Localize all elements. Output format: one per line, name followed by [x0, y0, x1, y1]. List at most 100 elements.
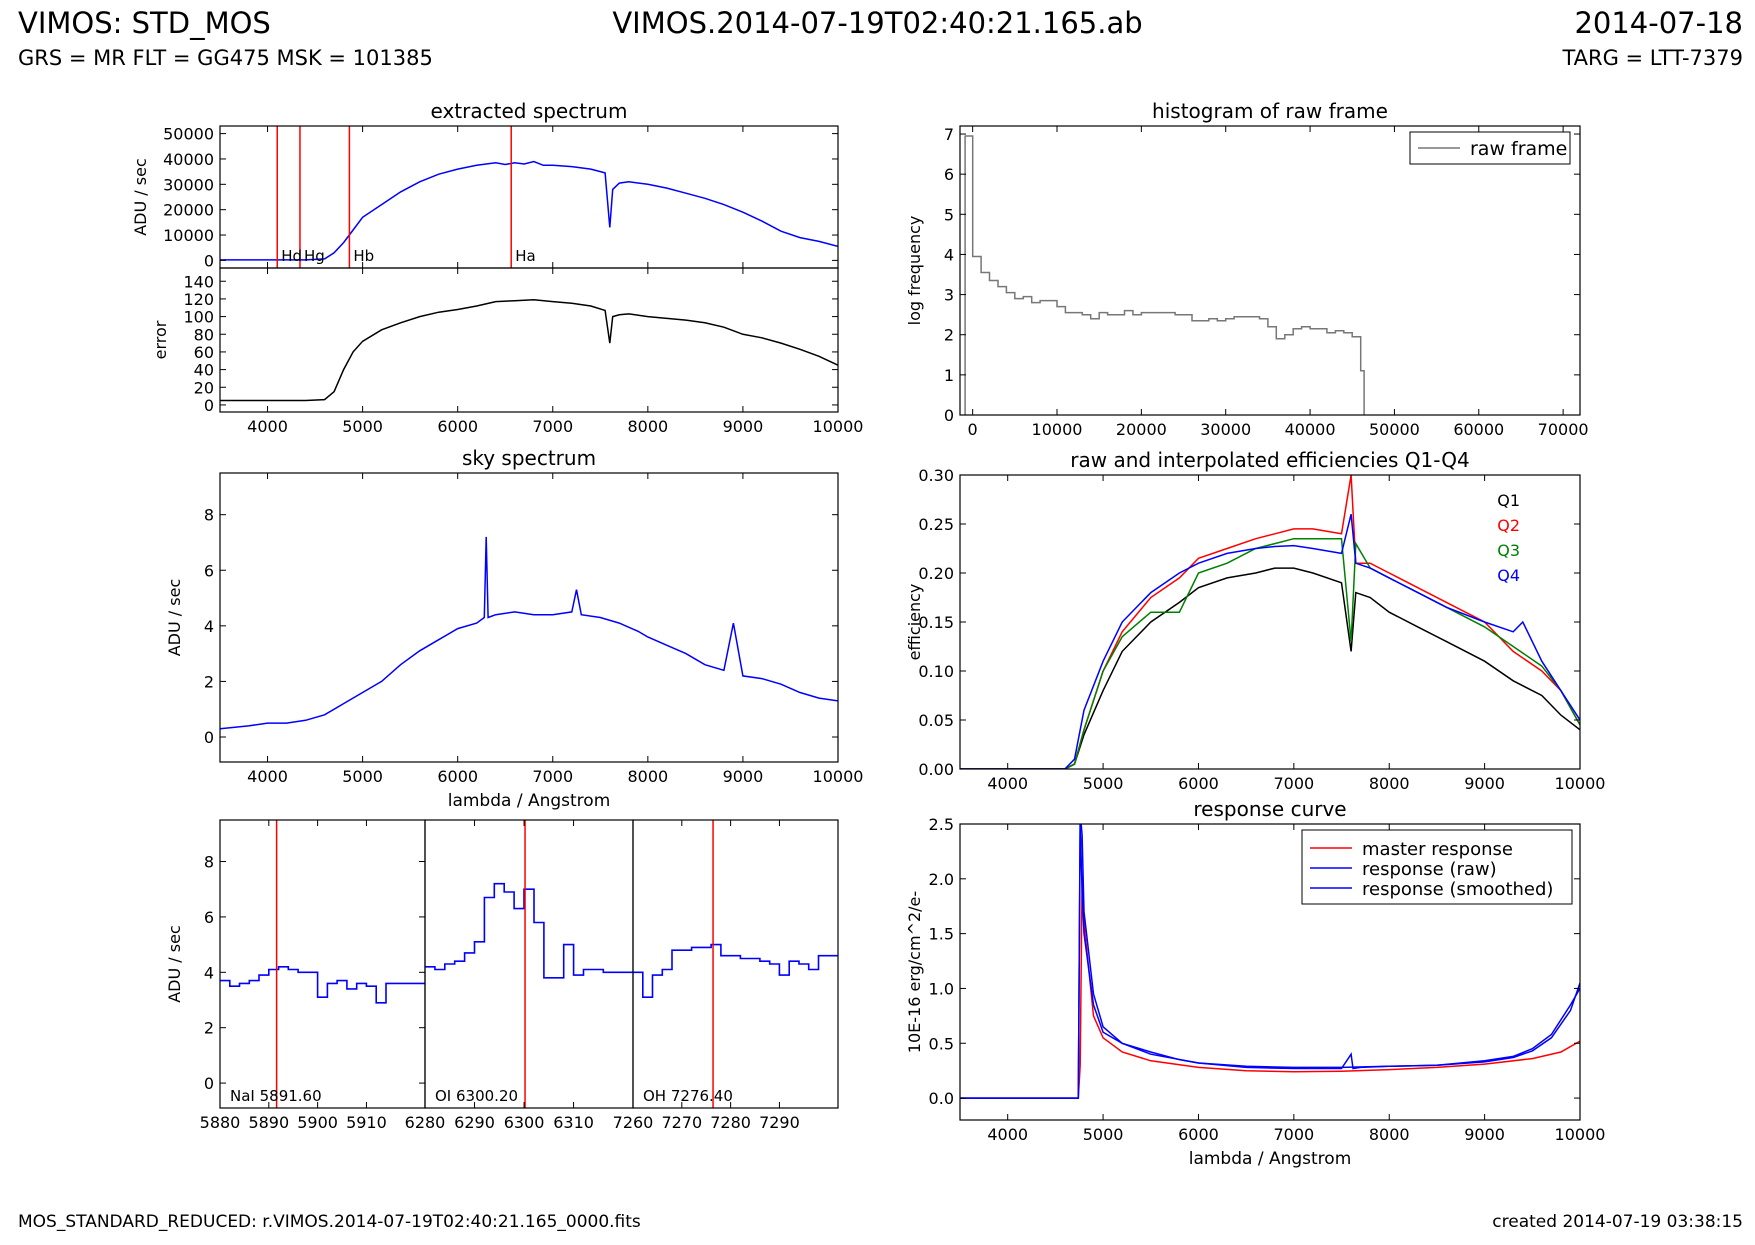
xtick-label: 6310	[553, 1113, 594, 1132]
series-line-error-0	[220, 299, 838, 402]
xtick-label: 8000	[1369, 1125, 1410, 1144]
legend-entry: Q1	[1497, 491, 1520, 510]
series-line-response-0	[960, 878, 1580, 1099]
axes-frame-histogram	[959, 125, 1581, 416]
ytick-label: 6	[204, 908, 214, 927]
legend-entry: response (raw)	[1362, 859, 1497, 880]
xtick-label: 9000	[723, 767, 764, 786]
y-axis-label: efficiency	[905, 584, 924, 661]
series-line-histogram-0	[964, 135, 1365, 415]
footer-filename: MOS_STANDARD_REDUCED: r.VIMOS.2014-07-19…	[18, 1212, 641, 1232]
legend-entry: raw frame	[1470, 138, 1567, 160]
axes-frame-oi	[424, 819, 634, 1109]
series-group	[425, 882, 633, 979]
ytick-label: 2.0	[929, 870, 954, 889]
ytick-label: 0.5	[929, 1034, 954, 1053]
vline-label: Hg	[304, 247, 325, 265]
y-axis-label: ADU / sec	[165, 579, 184, 657]
ytick-label: 0.15	[918, 613, 954, 632]
ytick-label: 2	[204, 1019, 214, 1038]
series-line-oi-0	[425, 882, 633, 979]
ytick-label: 100	[183, 308, 214, 327]
annotation-oh: OH 7276.40	[643, 1087, 733, 1105]
ytick-label: 0	[204, 251, 214, 270]
chart-extracted: Hd Hg Hb Ha 0 10000 20000 30000 40000 50000 extrac…	[131, 99, 839, 270]
ytick-label: 0.0	[929, 1089, 954, 1108]
ytick-label: 0	[204, 728, 214, 747]
xtick-label: 7270	[661, 1113, 702, 1132]
axes-frame-oh	[632, 819, 839, 1109]
series-line-efficiency-3	[960, 514, 1580, 769]
ytick-label: 0.10	[918, 662, 954, 681]
ytick-label: 0	[944, 406, 954, 425]
xtick-label: 10000	[813, 417, 864, 436]
header-title-right: 2014-07-18	[1574, 6, 1743, 40]
legend-entry: Q3	[1497, 541, 1520, 560]
xtick-label: 5000	[1083, 1125, 1124, 1144]
xtick-label: 10000	[1555, 1125, 1606, 1144]
xtick-label: 5890	[248, 1113, 289, 1132]
xtick-label: 4000	[987, 1125, 1028, 1144]
ytick-label: 0.05	[918, 711, 954, 730]
chart-na: NaI 5891.60 0 2 4 6 8 5880 5890 5900 5910 ADU / se…	[165, 819, 426, 1132]
xtick-label: 30000	[1200, 420, 1251, 439]
ytick-label: 40	[194, 361, 214, 380]
xtick-label: 5000	[1083, 774, 1124, 793]
chart-title: response curve	[1193, 797, 1346, 821]
series-line-na-0	[220, 965, 425, 1004]
chart-response: 0.0 0.5 1.0 1.5 2.0 2.5 4000 5000 6000 7000 8000 90…	[905, 797, 1605, 1169]
xtick-label: 5910	[346, 1113, 387, 1132]
xtick-label: 7280	[710, 1113, 751, 1132]
ytick-label: 40000	[163, 150, 214, 169]
xtick-label: 5000	[342, 767, 383, 786]
ytick-label: 120	[183, 290, 214, 309]
xtick-label: 50000	[1369, 420, 1420, 439]
series-group	[633, 943, 838, 999]
xtick-label: 10000	[1032, 420, 1083, 439]
y-axis-label: ADU / sec	[165, 925, 184, 1003]
xtick-label: 9000	[723, 417, 764, 436]
xtick-label: 7000	[532, 767, 573, 786]
header-title-center: VIMOS.2014-07-19T02:40:21.165.ab	[612, 6, 1143, 40]
xtick-label: 7000	[1273, 774, 1314, 793]
chart-oi: OI 6300.20 6280 6290 6300 6310	[405, 819, 634, 1132]
header-title-left: VIMOS: STD_MOS	[18, 6, 271, 40]
ytick-label: 6	[204, 561, 214, 580]
y-axis-label: 10E-16 erg/cm^2/e-	[905, 891, 924, 1053]
xtick-label: 4000	[987, 774, 1028, 793]
axes-frame-sky	[219, 472, 839, 763]
ytick-label: 20	[194, 378, 214, 397]
ytick-label: 7	[944, 125, 954, 144]
xtick-label: 7260	[613, 1113, 654, 1132]
header-subtitle-right: TARG = LTT-7379	[1562, 46, 1743, 70]
xtick-label: 6300	[504, 1113, 545, 1132]
ytick-label: 2	[204, 672, 214, 691]
y-axis-label: log frequency	[905, 216, 924, 326]
xtick-label: 9000	[1464, 774, 1505, 793]
xtick-label: 10000	[1555, 774, 1606, 793]
series-line-response-2	[960, 824, 1580, 1099]
series-group	[960, 824, 1580, 1099]
xtick-label: 20000	[1116, 420, 1167, 439]
xtick-label: 7000	[532, 417, 573, 436]
axes-frame-efficiency	[959, 474, 1581, 770]
legend-entry: master response	[1362, 839, 1513, 860]
vline-label: Hb	[353, 247, 374, 265]
series-line-response-1	[960, 824, 1580, 1099]
ytick-label: 1	[944, 366, 954, 385]
legend-entry: response (smoothed)	[1362, 879, 1553, 900]
xtick-label: 10000	[813, 767, 864, 786]
ytick-label: 4	[944, 245, 954, 264]
series-group	[220, 536, 838, 730]
ytick-label: 0	[204, 1074, 214, 1093]
series-line-oh-0	[633, 943, 838, 999]
chart-title: raw and interpolated efficiencies Q1-Q4	[1070, 448, 1469, 472]
chart-histogram: 0 1 2 3 4 5 6 7 0 10000 20000 30000 40000 50000 60000 7…	[905, 99, 1589, 439]
axes-frame-response	[959, 823, 1581, 1121]
series-line-sky-0	[220, 536, 838, 730]
xtick-label: 60000	[1453, 420, 1504, 439]
x-axis-label: lambda / Angstrom	[448, 791, 611, 811]
